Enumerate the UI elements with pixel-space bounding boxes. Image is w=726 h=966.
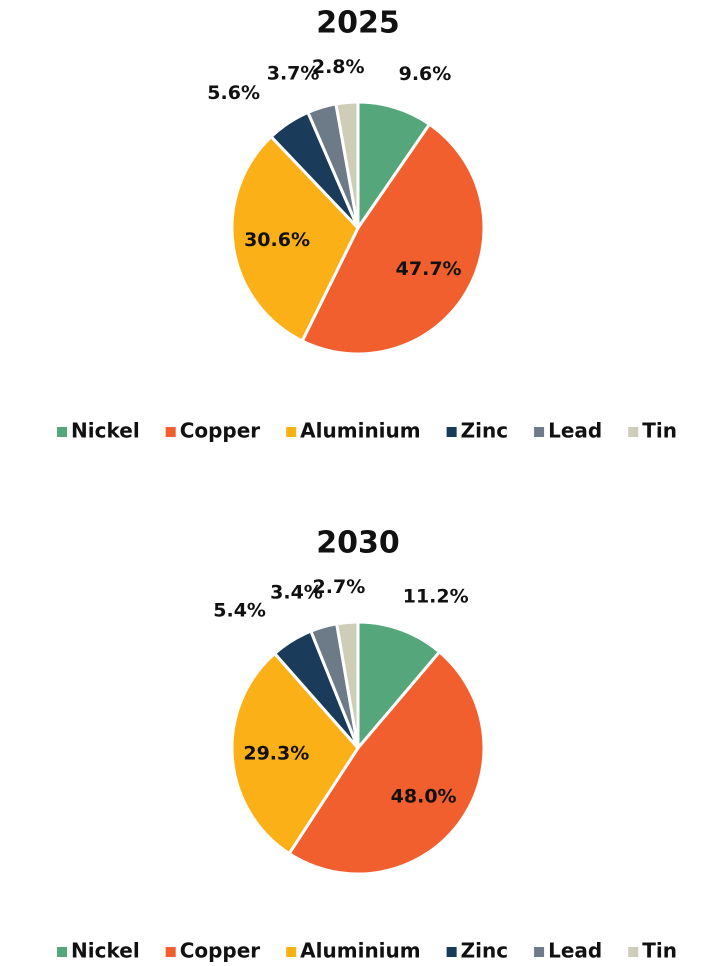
legend-swatch (628, 427, 639, 437)
legend-label: Copper (180, 939, 261, 963)
legend-swatch (534, 427, 545, 437)
pie-slice (356, 620, 442, 753)
legend-swatch (165, 427, 176, 437)
pie-slice (334, 620, 360, 749)
pie-slice (230, 134, 360, 343)
legend-label: Nickel (71, 939, 140, 963)
data-label: 2.8% (312, 56, 365, 78)
data-label: 5.6% (207, 82, 260, 104)
legend-label: Lead (548, 939, 602, 963)
legend-swatch (57, 947, 68, 957)
legend-swatch (286, 427, 297, 437)
legend-label: Zinc (461, 939, 508, 963)
pie-slice (334, 100, 360, 229)
data-label: 11.2% (403, 585, 469, 607)
pie-slice (300, 122, 486, 356)
legend-label: Nickel (71, 419, 140, 443)
data-label: 3.4% (270, 582, 323, 604)
data-label: 47.7% (396, 258, 462, 280)
chart-title: 2030 (316, 526, 400, 561)
data-label: 3.7% (267, 62, 320, 84)
data-label: 9.6% (399, 63, 452, 85)
data-label: 29.3% (243, 742, 309, 764)
legend-swatch (57, 427, 68, 437)
data-label: 30.6% (244, 229, 310, 251)
legend-label: Zinc (461, 419, 508, 443)
legend-label: Tin (642, 939, 677, 963)
legend-label: Copper (180, 419, 261, 443)
legend-label: Lead (548, 419, 602, 443)
pie-slice (230, 651, 360, 856)
data-label: 5.4% (213, 599, 266, 621)
legend-label: Aluminium (300, 939, 420, 963)
pie-slice (287, 649, 486, 876)
legend-label: Aluminium (300, 419, 420, 443)
legend-swatch (628, 947, 639, 957)
chart-title: 2025 (316, 6, 400, 41)
legend-swatch (286, 947, 297, 957)
legend-swatch (534, 947, 545, 957)
legend-label: Tin (642, 419, 677, 443)
data-label: 48.0% (391, 785, 457, 807)
data-label: 2.7% (313, 576, 366, 598)
legend-swatch (165, 947, 176, 957)
legend-swatch (446, 427, 457, 437)
legend-swatch (446, 947, 457, 957)
